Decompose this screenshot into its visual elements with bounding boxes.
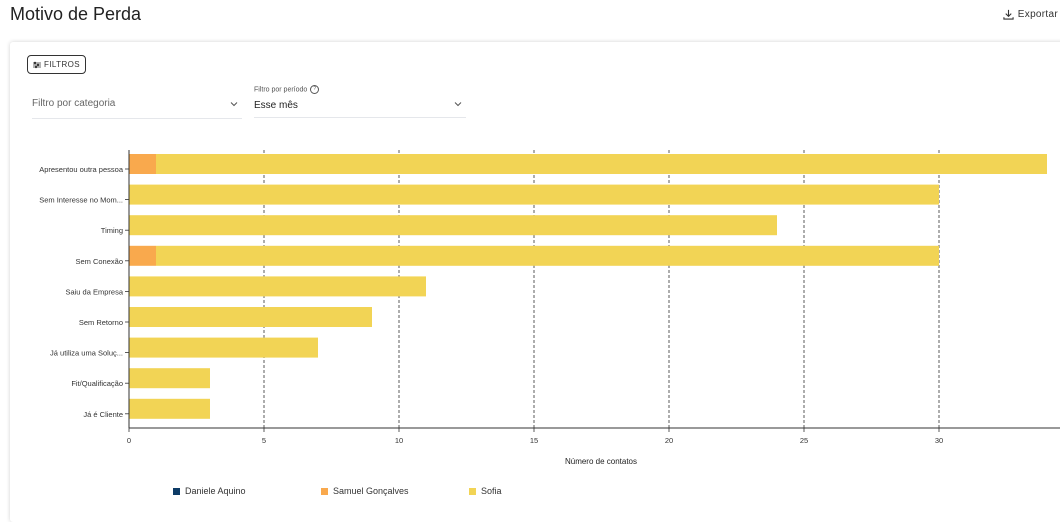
y-tick-label: Já utiliza uma Soluç... bbox=[50, 349, 123, 358]
bar-segment bbox=[129, 337, 318, 358]
y-tick-label: Fit/Qualificação bbox=[71, 379, 123, 388]
chevron-down-icon bbox=[454, 102, 462, 107]
x-tick-label: 5 bbox=[262, 436, 266, 445]
y-tick-label: Timing bbox=[101, 226, 123, 235]
x-tick-label: 0 bbox=[127, 436, 131, 445]
bar-segment bbox=[129, 398, 210, 419]
legend-swatch bbox=[173, 487, 180, 495]
bar-chart: Apresentou outra pessoa Sem Interesse no … bbox=[39, 150, 1060, 466]
sliders-icon bbox=[33, 61, 41, 68]
chevron-down-icon bbox=[230, 102, 238, 107]
bar-segment bbox=[129, 276, 426, 297]
bar-segment bbox=[129, 215, 777, 236]
x-tick-label: 10 bbox=[395, 436, 403, 445]
export-label: Exportar bbox=[1017, 9, 1058, 20]
y-tick-label: Sem Interesse no Mom... bbox=[39, 196, 123, 205]
legend-item-daniele[interactable]: Daniele Aquino bbox=[173, 486, 246, 496]
y-tick-label: Saiu da Empresa bbox=[65, 287, 123, 296]
y-tick-label: Apresentou outra pessoa bbox=[39, 165, 124, 174]
bar-segment bbox=[129, 154, 156, 174]
legend-label: Sofia bbox=[481, 486, 502, 496]
download-icon bbox=[1003, 9, 1014, 20]
legend-label: Daniele Aquino bbox=[185, 486, 246, 496]
x-tick-label: 25 bbox=[800, 436, 808, 445]
period-filter-label: Filtro por período? bbox=[254, 85, 320, 94]
legend-item-samuel[interactable]: Samuel Gonçalves bbox=[321, 486, 409, 496]
bar-segment bbox=[129, 368, 210, 389]
y-tick-label: Já é Cliente bbox=[83, 410, 123, 419]
legend-swatch bbox=[469, 487, 476, 495]
y-tick-label: Sem Conexão bbox=[75, 257, 123, 266]
legend-label: Samuel Gonçalves bbox=[333, 486, 409, 496]
bar-segment bbox=[129, 184, 939, 205]
period-filter-select[interactable]: Filtro por período? Esse mês bbox=[254, 84, 466, 118]
period-filter-value: Esse mês bbox=[254, 100, 298, 111]
legend-swatch bbox=[321, 487, 328, 495]
bar-segment bbox=[156, 245, 939, 266]
x-tick-label: 30 bbox=[935, 436, 943, 445]
y-tick-label: Sem Retorno bbox=[79, 318, 123, 327]
filters-button[interactable]: FILTROS bbox=[27, 55, 86, 74]
category-filter-select[interactable]: Filtro por categoria bbox=[32, 86, 242, 119]
filters-label: FILTROS bbox=[44, 60, 80, 69]
category-filter-placeholder: Filtro por categoria bbox=[32, 98, 116, 109]
legend-item-sofia[interactable]: Sofia bbox=[469, 486, 502, 496]
help-icon[interactable]: ? bbox=[310, 85, 320, 94]
x-axis-label: Número de contatos bbox=[565, 457, 637, 466]
page-title: Motivo de Perda bbox=[10, 4, 142, 24]
x-tick-label: 15 bbox=[530, 436, 538, 445]
export-button[interactable]: Exportar bbox=[1003, 9, 1058, 20]
bar-segment bbox=[129, 307, 372, 327]
bar-segment bbox=[129, 245, 156, 266]
x-tick-label: 20 bbox=[665, 436, 673, 445]
bar-segment bbox=[156, 154, 1047, 174]
